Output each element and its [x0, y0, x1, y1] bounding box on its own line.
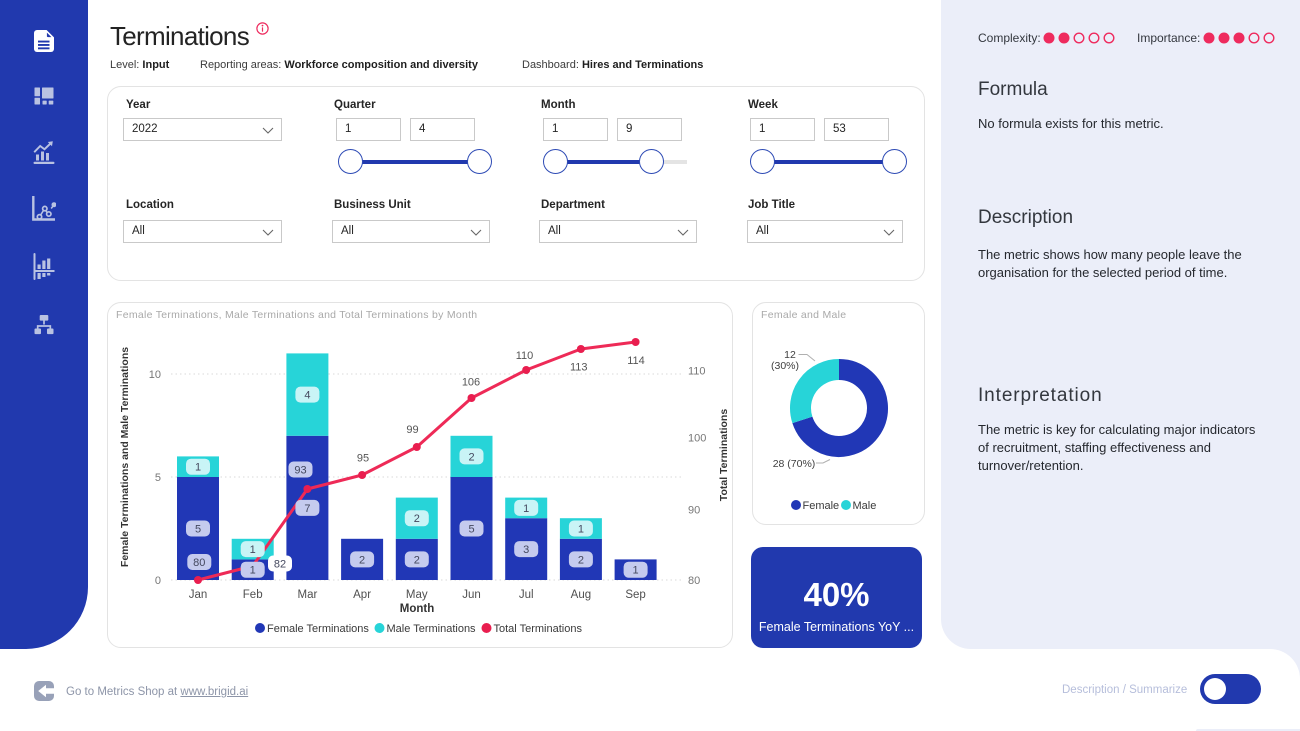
- svg-text:2: 2: [414, 554, 420, 566]
- svg-text:2: 2: [468, 451, 474, 463]
- svg-text:(30%): (30%): [771, 360, 799, 372]
- svg-text:1: 1: [578, 524, 584, 536]
- svg-text:Jan: Jan: [189, 589, 208, 601]
- svg-text:7: 7: [304, 503, 310, 515]
- svg-text:Jun: Jun: [462, 589, 481, 601]
- svg-text:82: 82: [274, 559, 286, 571]
- svg-text:2: 2: [359, 554, 365, 566]
- svg-text:Female Terminations and Male T: Female Terminations and Male Termination…: [119, 347, 131, 567]
- svg-text:106: 106: [462, 377, 480, 389]
- svg-text:113: 113: [570, 362, 588, 374]
- svg-text:May: May: [406, 589, 428, 601]
- svg-text:2: 2: [414, 513, 420, 525]
- svg-text:12: 12: [784, 349, 796, 361]
- svg-text:99: 99: [406, 424, 418, 436]
- svg-text:1: 1: [523, 503, 529, 515]
- svg-text:80: 80: [193, 557, 205, 569]
- svg-text:93: 93: [294, 465, 306, 477]
- svg-text:Male Terminations: Male Terminations: [387, 623, 477, 635]
- svg-text:114: 114: [627, 355, 645, 367]
- svg-text:1: 1: [633, 565, 639, 577]
- svg-text:Apr: Apr: [353, 589, 371, 601]
- svg-text:28 (70%): 28 (70%): [773, 458, 816, 470]
- svg-text:90: 90: [688, 505, 700, 517]
- svg-text:5: 5: [155, 472, 161, 484]
- svg-text:110: 110: [516, 350, 534, 362]
- svg-text:1: 1: [250, 565, 256, 577]
- svg-text:Mar: Mar: [297, 589, 317, 601]
- svg-text:5: 5: [468, 524, 474, 536]
- svg-text:Female Terminations: Female Terminations: [267, 623, 369, 635]
- svg-text:Total Terminations: Total Terminations: [494, 623, 583, 635]
- svg-text:Female: Female: [803, 500, 840, 512]
- svg-text:1: 1: [250, 544, 256, 556]
- svg-text:5: 5: [195, 524, 201, 536]
- svg-text:0: 0: [155, 575, 161, 587]
- svg-text:3: 3: [523, 544, 529, 556]
- svg-text:Total Terminations: Total Terminations: [718, 409, 730, 502]
- svg-text:110: 110: [688, 366, 706, 378]
- svg-text:Jul: Jul: [519, 589, 534, 601]
- svg-text:1: 1: [195, 462, 201, 474]
- svg-text:Sep: Sep: [625, 589, 645, 601]
- svg-text:2: 2: [578, 554, 584, 566]
- svg-text:10: 10: [149, 369, 161, 381]
- svg-text:Feb: Feb: [243, 589, 263, 601]
- svg-text:Female Terminations, Male Term: Female Terminations, Male Terminations a…: [116, 309, 477, 321]
- svg-text:80: 80: [688, 575, 700, 587]
- svg-text:4: 4: [304, 390, 310, 402]
- svg-text:95: 95: [357, 453, 369, 465]
- svg-text:Female and Male: Female and Male: [761, 309, 846, 321]
- svg-text:Aug: Aug: [571, 589, 591, 601]
- svg-text:Month: Month: [400, 603, 434, 615]
- svg-text:Male: Male: [853, 500, 877, 512]
- svg-text:100: 100: [688, 433, 706, 445]
